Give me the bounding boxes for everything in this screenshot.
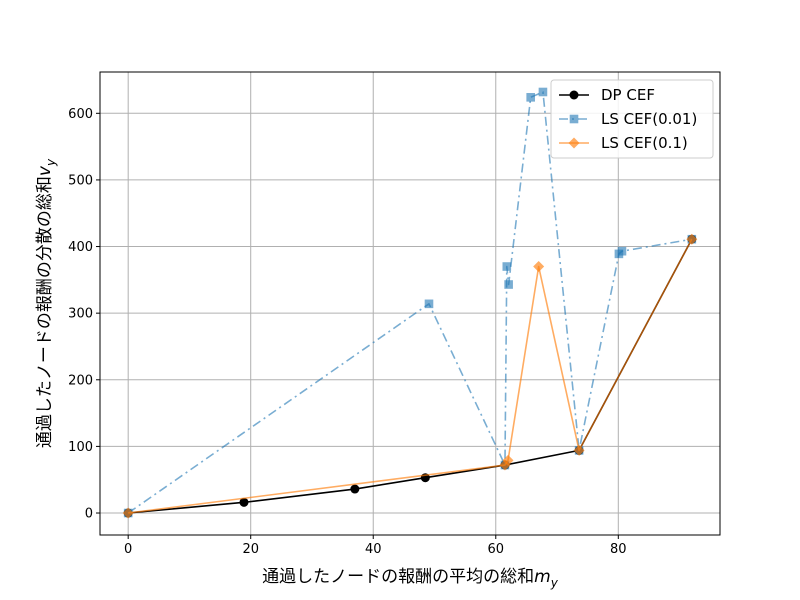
- y-tick-label: 200: [68, 373, 93, 388]
- y-tick-label: 500: [68, 173, 93, 188]
- x-axis-label-sub: y: [550, 576, 559, 590]
- y-axis-label-var: v: [35, 165, 55, 176]
- series-line: [128, 238, 693, 514]
- y-tick-label: 0: [85, 507, 93, 522]
- data-point: [239, 497, 249, 507]
- legend: DP CEF LS CEF(0.01) LS CEF(0.1): [550, 79, 714, 159]
- x-axis-label: 通過したノードの報酬の平均の総和my: [262, 567, 559, 590]
- plot-frame: [99, 71, 721, 536]
- y-tick-label: 100: [68, 440, 93, 455]
- legend-swatch-marker: [569, 114, 579, 124]
- data-point: [617, 246, 627, 256]
- data-point: [686, 233, 698, 245]
- legend-box: [550, 79, 714, 159]
- legend-item-dp-cef: DP CEF: [559, 86, 655, 104]
- legend-swatch-marker: [568, 137, 580, 149]
- x-axis-label-var: m: [534, 567, 551, 587]
- data-point: [533, 261, 545, 273]
- x-tick-label: 40: [365, 542, 382, 557]
- x-axis-label-text: 通過したノードの報酬の平均の総和: [262, 567, 534, 587]
- data-point: [350, 484, 360, 494]
- x-tick-label: 20: [242, 542, 259, 557]
- data-point: [424, 299, 434, 309]
- y-tick-label: 400: [68, 240, 93, 255]
- series-ls-cef-0-1: [122, 233, 698, 519]
- series-layer: [122, 87, 698, 519]
- legend-label: LS CEF(0.1): [601, 134, 688, 152]
- legend-swatch-marker: [569, 90, 579, 100]
- x-tick-label: 60: [487, 542, 504, 557]
- data-point: [526, 93, 535, 102]
- legend-item-ls-cef-0-1: LS CEF(0.1): [559, 134, 688, 152]
- x-tick-label: 0: [124, 542, 132, 557]
- data-point: [122, 507, 134, 519]
- axis-ticks: 0 20 40 60 80 0 100 200 300 400 500 600: [68, 107, 626, 557]
- legend-item-ls-cef-0-01: LS CEF(0.01): [559, 110, 697, 128]
- y-tick-label: 600: [68, 107, 93, 122]
- data-point: [504, 280, 513, 289]
- y-tick-label: 300: [68, 307, 93, 322]
- data-point: [573, 444, 585, 456]
- y-axis-label: 通過したノードの報酬の分散の総和vy: [35, 158, 58, 448]
- data-point: [502, 262, 512, 271]
- legend-label: LS CEF(0.01): [601, 110, 697, 128]
- data-point: [502, 454, 514, 466]
- y-axis-label-text: 通過したノードの報酬の分散の総和: [35, 176, 55, 448]
- x-tick-label: 80: [610, 542, 627, 557]
- legend-label: DP CEF: [601, 86, 655, 104]
- grid: [100, 72, 720, 535]
- data-point: [538, 87, 548, 97]
- y-axis-label-sub: y: [44, 158, 58, 167]
